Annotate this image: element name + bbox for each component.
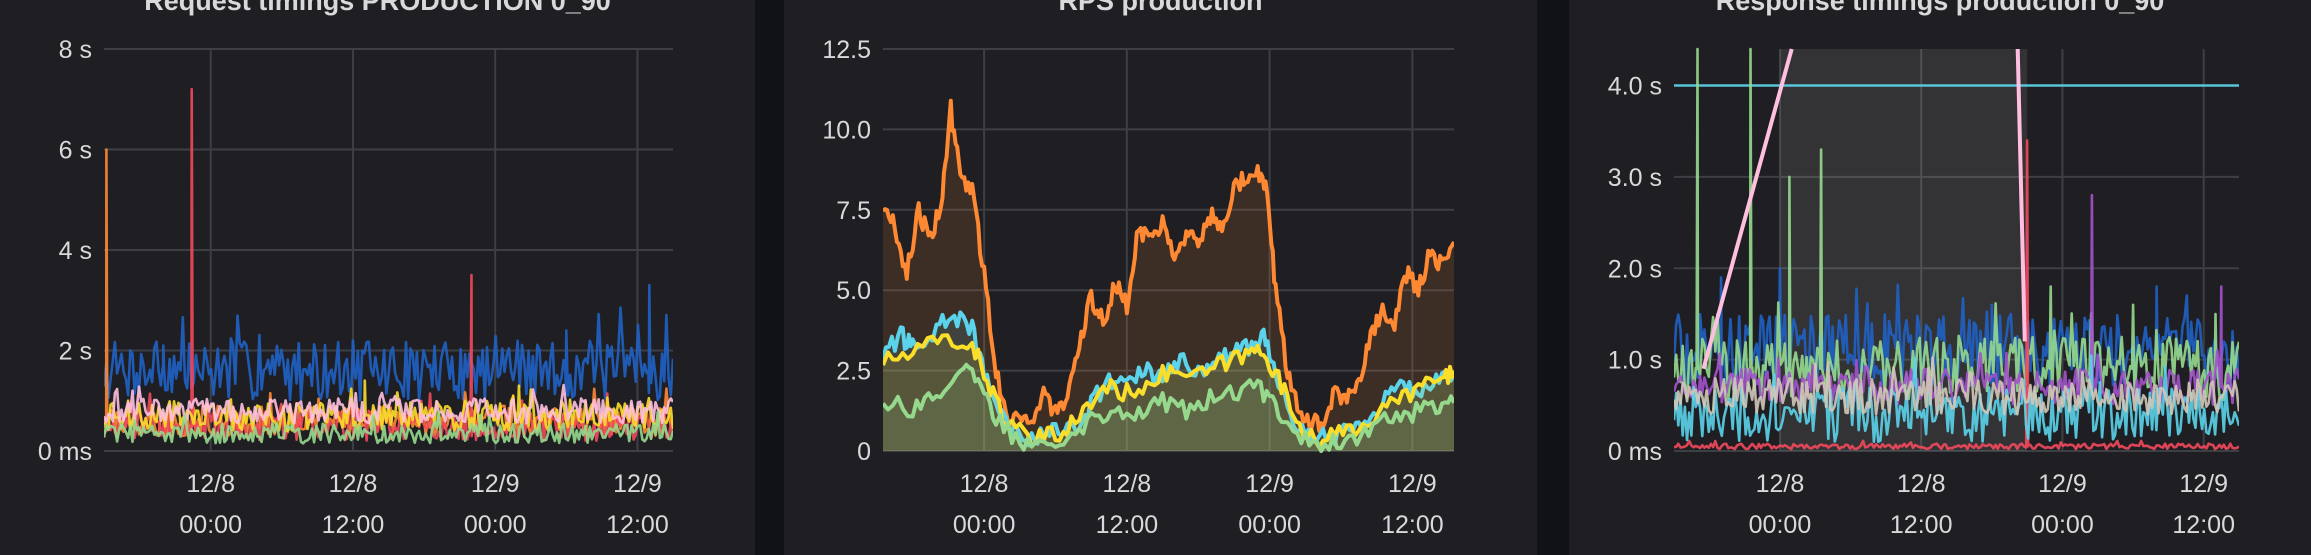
annotation-segment [1701,48,1794,370]
request-timings-panel: Request timings PRODUCTION 0_90 0 ms 2 s 4… [0,0,755,555]
rps-chart: 0 2.5 5.0 7.5 10.0 12.5 12/8 00:00 12/8 12:00 12/9… [822,36,1454,539]
response-timings-panel: Response timings production 0_90 0 ms 1.0… [1569,0,2311,555]
panel-title[interactable]: Request timings PRODUCTION 0_90 [144,0,611,16]
x-tick-label: 12:00 [1890,511,1953,539]
x-tick-label: 12:00 [322,511,385,539]
x-tick-label: 12:00 [1096,511,1159,539]
series-area [883,100,1454,452]
series-line-5 [1674,354,2239,444]
series-line-0 [883,98,1454,433]
series-line-5 [104,410,673,445]
x-tick-label: 12/9 [1388,470,1437,498]
x-tick-label: 12/8 [1756,470,1805,498]
y-tick-label: 1.0 s [1608,347,1662,375]
x-tick-label: 00:00 [464,511,527,539]
y-tick-label: 2.5 [836,358,871,386]
y-tick-label: 3.0 s [1608,164,1662,192]
y-tick-label: 2.0 s [1608,255,1662,283]
x-tick-label: 12/8 [186,470,235,498]
series-line-2 [104,87,673,442]
x-tick-label: 00:00 [1749,511,1812,539]
series-line-4 [104,383,673,425]
series-line-2 [883,333,1454,450]
x-tick-label: 12/9 [2038,470,2087,498]
panel-title[interactable]: Response timings production 0_90 [1715,0,2165,16]
x-tick-label: 12/8 [329,470,378,498]
x-tick-label: 12/9 [471,470,520,498]
y-tick-label: 0 ms [1608,438,1662,466]
x-tick-label: 12/8 [1897,470,1946,498]
y-tick-label: 6 s [59,137,92,165]
y-tick-label: 10.0 [822,116,871,144]
x-tick-label: 00:00 [179,511,242,539]
rps-panel: RPS production 0 2.5 5.0 7.5 10.0 12.5 12/8 00:… [784,0,1537,555]
x-tick-label: 00:00 [1238,511,1301,539]
series-line-3 [883,362,1454,453]
y-tick-label: 2 s [59,338,92,366]
request-timings-chart: 0 ms 2 s 4 s 6 s 8 s 12/8 00:00 12/8 12:00 12/9 00… [38,36,673,539]
series-line-2 [1674,47,2239,402]
series-line-1 [104,148,673,438]
y-tick-label: 12.5 [822,36,871,64]
y-tick-label: 8 s [59,36,92,64]
response-timings-chart: 0 ms 1.0 s 2.0 s 3.0 s 4.0 s 12/8 00:00 12/8 12:… [1608,47,2239,539]
x-tick-label: 00:00 [953,511,1016,539]
x-tick-label: 12/9 [613,470,662,498]
y-tick-label: 4.0 s [1608,73,1662,101]
x-tick-label: 12:00 [2172,511,2235,539]
y-tick-label: 0 ms [38,438,92,466]
x-tick-label: 12/9 [2179,470,2228,498]
x-tick-label: 12:00 [1381,511,1444,539]
annotation-segment [2015,48,2027,342]
x-tick-label: 12:00 [606,511,669,539]
series-area [883,335,1454,451]
x-tick-label: 00:00 [2031,511,2094,539]
y-tick-label: 5.0 [836,277,871,305]
y-tick-label: 0 [857,438,871,466]
x-tick-label: 12/8 [1103,470,1152,498]
series-line-6 [1674,356,2239,416]
series-area [883,312,1454,451]
series-line-0 [104,283,673,402]
x-tick-label: 12/8 [960,470,1009,498]
y-tick-label: 7.5 [836,197,871,225]
panel-title[interactable]: RPS production [1058,0,1263,16]
series-line-4 [1674,139,2239,451]
x-tick-label: 12/9 [1245,470,1294,498]
y-tick-label: 4 s [59,237,92,265]
